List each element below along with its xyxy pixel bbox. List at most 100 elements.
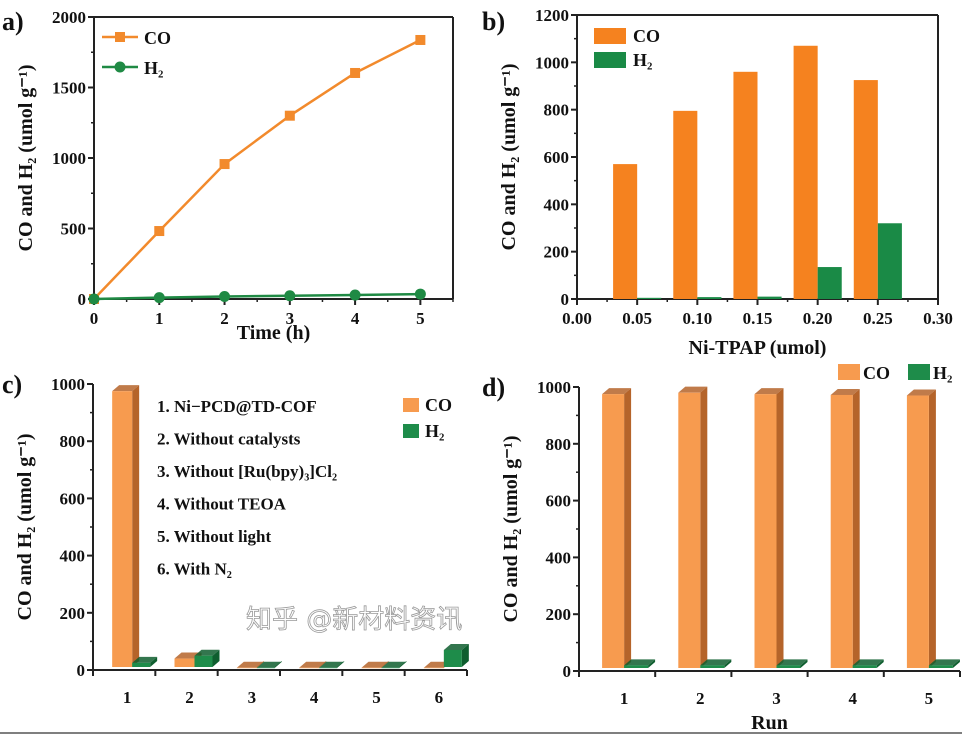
- y-tick-label: 400: [546, 548, 572, 567]
- bar-co: [174, 658, 195, 667]
- bar-co-top: [236, 661, 264, 668]
- bar-h2: [776, 665, 801, 668]
- bar-co: [906, 395, 929, 668]
- bar-co-top: [754, 388, 784, 395]
- data-point-co: [154, 226, 165, 237]
- bar-co-top: [830, 388, 860, 395]
- bar-co-side: [776, 388, 784, 668]
- bar-co: [754, 394, 777, 668]
- bar-h2: [319, 667, 338, 669]
- bar-h2-side: [724, 659, 732, 668]
- bar-co: [733, 71, 758, 299]
- bar-co: [423, 667, 444, 669]
- bar-h2-top: [132, 656, 158, 663]
- x-tick-label: 0.20: [803, 309, 833, 328]
- x-tick-label: 2: [185, 688, 194, 707]
- legend-label: H₂: [933, 363, 952, 383]
- legend-label: H₂: [633, 50, 652, 70]
- y-tick-label: 0: [563, 662, 572, 681]
- panel-c: c) 0 200 400 600 800 1000 CO and H₂ (umol g⁻¹) 1…: [2, 370, 469, 707]
- bar-h2: [381, 667, 400, 669]
- legend-label: CO: [863, 363, 890, 383]
- data-point-co: [415, 34, 426, 45]
- series-line-co: [93, 38, 421, 300]
- bar-h2-side: [952, 659, 960, 668]
- legend-label: CO: [144, 28, 171, 48]
- y-tick-label: 2000: [52, 8, 86, 27]
- y-tick-label: 200: [60, 604, 86, 623]
- bar-co: [299, 667, 320, 669]
- bar-h2-side: [461, 643, 469, 667]
- data-point-h2: [88, 293, 100, 305]
- x-tick-label: 5: [416, 309, 425, 328]
- bar-h2: [132, 662, 151, 667]
- bar-h2: [637, 297, 662, 299]
- legend-swatch: [908, 364, 930, 380]
- bar-co-top: [361, 661, 389, 668]
- x-tick-label: 3: [286, 309, 295, 328]
- condition-item: 5. Without light: [157, 527, 271, 546]
- y-tick-label: 1200: [535, 6, 569, 25]
- bar-co-side: [852, 388, 860, 668]
- panel-label: d): [482, 373, 505, 402]
- panel-label: b): [482, 7, 505, 36]
- y-axis-label: CO and H₂ (umol g⁻¹): [500, 435, 522, 622]
- bar-h2-top: [852, 659, 884, 666]
- bar-co: [112, 391, 133, 667]
- legend-marker-circle: [114, 61, 126, 73]
- legend-swatch: [403, 424, 419, 438]
- legend-label: H₂: [425, 421, 444, 441]
- x-tick-label: 4: [848, 689, 857, 708]
- data-point-co: [219, 159, 230, 170]
- bar-co-side: [132, 385, 140, 667]
- legend-label: CO: [425, 395, 452, 415]
- legend-swatch: [403, 398, 419, 412]
- x-tick-label: 1: [155, 309, 164, 328]
- bar-co: [673, 110, 698, 299]
- x-tick-label: 0.10: [682, 309, 712, 328]
- x-tick-label: 0.15: [743, 309, 773, 328]
- bar-co-top: [678, 386, 708, 393]
- data-point-h2: [349, 289, 361, 301]
- bar-h2-side: [800, 659, 808, 668]
- x-axis-label: Time (h): [237, 322, 311, 344]
- condition-item: 1. Ni−PCD@TD-COF: [157, 397, 317, 416]
- x-tick-label: 3: [248, 688, 257, 707]
- x-tick-label: 2: [220, 309, 229, 328]
- bar-h2-top: [381, 661, 407, 668]
- bar-co: [678, 392, 701, 668]
- bar-h2: [817, 267, 842, 299]
- bar-h2-side: [876, 659, 884, 668]
- bar-h2-top: [256, 661, 282, 668]
- bar-h2: [928, 665, 953, 668]
- condition-item: 4. Without TEOA: [157, 495, 287, 514]
- x-axis-label: Run: [751, 712, 788, 734]
- x-tick-label: 5: [372, 688, 381, 707]
- data-point-h2: [414, 288, 426, 300]
- x-tick-label: 6: [435, 688, 444, 707]
- bar-h2: [624, 665, 649, 668]
- bar-h2-side: [648, 659, 656, 668]
- series-line-h2: [93, 292, 421, 301]
- bar-co: [830, 394, 853, 668]
- x-tick-label: 3: [772, 689, 781, 708]
- data-point-co: [284, 110, 295, 121]
- data-point-h2: [153, 292, 165, 304]
- bar-h2: [697, 297, 722, 299]
- data-point-h2: [219, 290, 231, 302]
- bar-co: [793, 45, 818, 300]
- x-tick-label: 0.00: [562, 309, 592, 328]
- y-tick-label: 200: [546, 605, 572, 624]
- condition-item: 6. With N₂: [157, 560, 232, 579]
- bar-h2: [852, 665, 877, 668]
- bar-co-side: [928, 389, 936, 668]
- x-axis-label: Ni-TPAP (umol): [689, 337, 827, 359]
- bar-h2-top: [443, 643, 469, 650]
- y-tick-label: 200: [544, 243, 570, 262]
- y-tick-label: 1000: [52, 149, 86, 168]
- condition-item: 3. Without [Ru(bpy)₃]Cl₂: [157, 462, 337, 481]
- y-axis-label: CO and H₂ (umol g⁻¹): [14, 433, 36, 620]
- x-tick-label: 5: [925, 689, 934, 708]
- bar-co-top: [602, 388, 632, 395]
